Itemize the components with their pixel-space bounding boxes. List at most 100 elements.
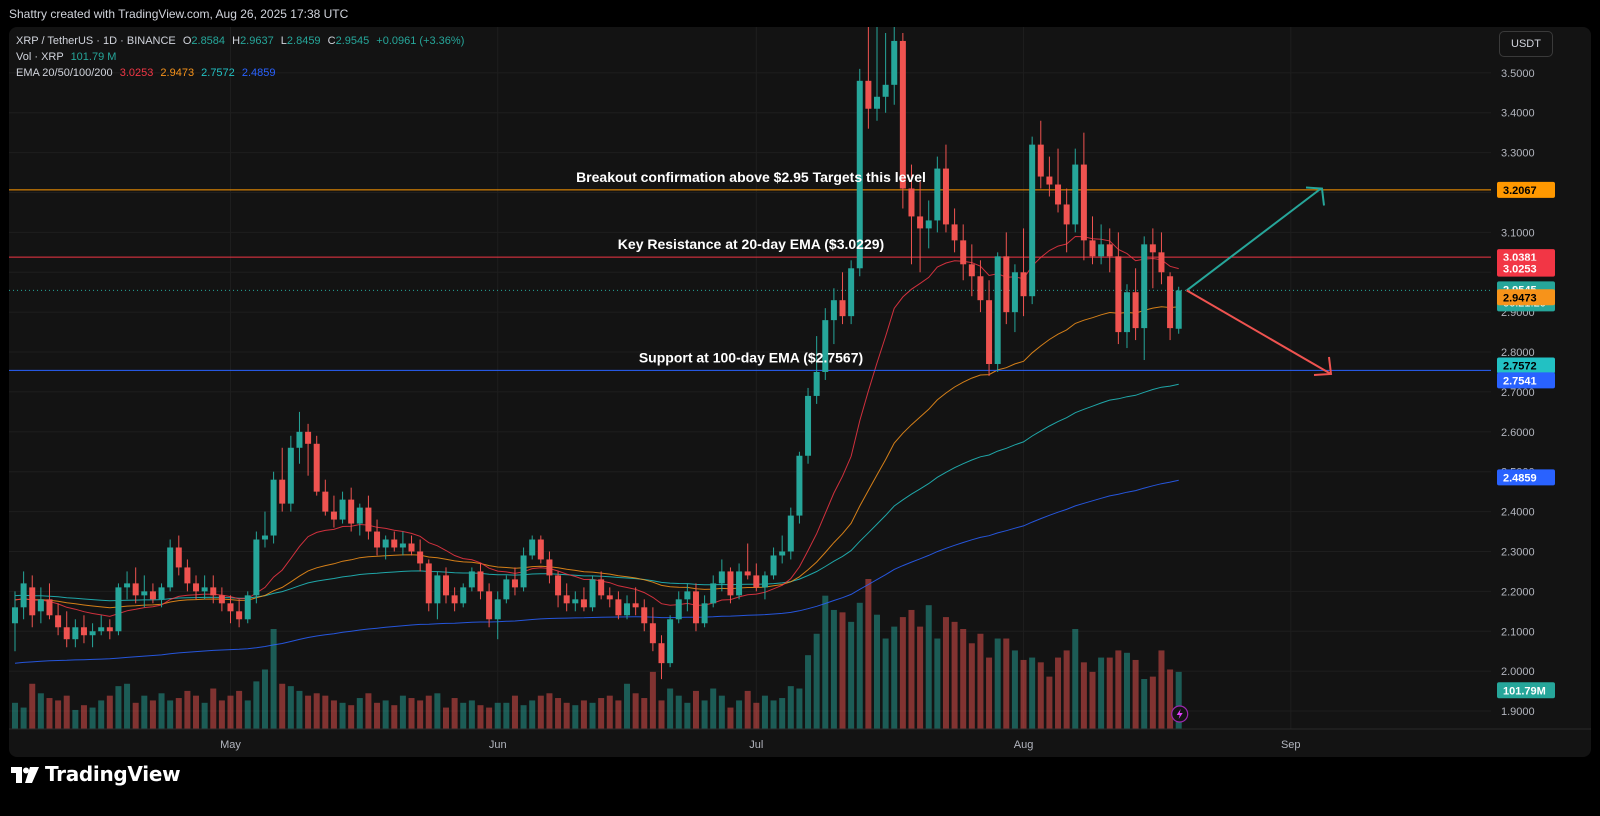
candle-body xyxy=(1003,256,1010,313)
volume-bar xyxy=(830,609,837,729)
volume-bar xyxy=(443,707,449,729)
volume-bar xyxy=(1149,676,1156,729)
candle-body xyxy=(382,539,389,548)
volume-bar xyxy=(305,695,312,729)
volume-bar xyxy=(460,702,467,729)
price-tick: 1.9000 xyxy=(1501,706,1535,718)
candle-body xyxy=(296,431,303,448)
candle-body xyxy=(356,507,363,524)
time-tick: May xyxy=(220,739,241,751)
close-label: C xyxy=(327,35,336,47)
candle-body xyxy=(908,188,915,217)
volume-bar xyxy=(417,700,424,729)
candle-body xyxy=(615,599,622,616)
volume-bar xyxy=(977,633,984,729)
lightning-icon-glyph xyxy=(1176,709,1183,719)
candle-body xyxy=(1046,176,1053,185)
currency-unit-button[interactable]: USDT xyxy=(1499,31,1553,57)
candle-body xyxy=(684,591,691,600)
candle-body xyxy=(736,571,743,596)
ema20-price-badge: 3.0253 xyxy=(1503,264,1537,276)
candles xyxy=(12,27,1182,680)
tradingview-logo[interactable]: TradingView xyxy=(11,762,181,786)
volume-bar xyxy=(1063,650,1070,729)
volume-bar xyxy=(1098,657,1105,729)
candle-body xyxy=(529,539,536,556)
volume-bar xyxy=(287,686,294,729)
volume-bar xyxy=(606,695,613,729)
grid xyxy=(9,27,1491,729)
chart-panel[interactable]: Breakout confirmation above $2.95 Target… xyxy=(9,27,1591,757)
volume-bar xyxy=(615,700,622,729)
candle-body xyxy=(934,168,941,221)
candle-body xyxy=(503,579,510,600)
candle-body xyxy=(917,216,924,229)
volume-bar xyxy=(563,702,570,729)
candle-body xyxy=(477,571,484,592)
candle-body xyxy=(856,80,863,269)
candle-body xyxy=(796,455,803,516)
candle-body xyxy=(1158,252,1165,273)
change-value: +0.0961 (+3.36%) xyxy=(376,35,465,47)
target-price-badge-bg xyxy=(1497,181,1555,198)
volume-bar xyxy=(451,698,458,729)
volume-bar xyxy=(55,700,62,729)
candle-body xyxy=(1089,240,1096,257)
open-value: 2.8584 xyxy=(191,35,226,47)
volume-bar xyxy=(399,695,406,729)
legend-ema-row[interactable]: EMA 20/50/100/200 3.0253 2.9473 2.7572 2… xyxy=(16,65,464,81)
candle-body xyxy=(994,256,1001,365)
candle-body xyxy=(1106,244,1113,257)
volume-bar xyxy=(218,700,225,729)
symbol-label[interactable]: XRP / TetherUS · 1D · BINANCE xyxy=(16,35,176,47)
volume-bar xyxy=(29,683,36,729)
volume-bar xyxy=(822,595,829,729)
candle-body xyxy=(425,563,432,604)
candle-body xyxy=(149,591,156,600)
legend-symbol-row: XRP / TetherUS · 1D · BINANCE O2.8584 H2… xyxy=(16,33,464,49)
candle-body xyxy=(960,240,967,265)
candle-body xyxy=(865,80,872,109)
candle-body xyxy=(520,555,527,588)
volume-bar xyxy=(684,702,691,729)
price-tick: 2.2000 xyxy=(1501,586,1535,598)
volume-bar xyxy=(1175,671,1182,729)
volume-bar xyxy=(339,702,346,729)
candle-body xyxy=(951,224,958,241)
ema20-line xyxy=(14,235,1179,617)
candle-body xyxy=(830,300,837,321)
candle-body xyxy=(968,264,975,277)
volume-bar xyxy=(839,612,846,729)
volume-bar xyxy=(865,579,872,729)
price-tick: 2.6000 xyxy=(1501,427,1535,439)
volume-bar xyxy=(149,700,156,729)
volume-bar xyxy=(391,705,398,729)
volume-bar xyxy=(934,638,941,729)
candle-body xyxy=(986,300,993,365)
volume-bar xyxy=(1020,659,1027,729)
legend-volume-row[interactable]: Vol · XRP 101.79 M xyxy=(16,49,464,65)
candle-body xyxy=(1063,204,1070,225)
volume-bar xyxy=(736,700,743,729)
price-chart[interactable]: Breakout confirmation above $2.95 Target… xyxy=(9,27,1591,757)
candle-body xyxy=(744,571,751,576)
volume-bar xyxy=(874,614,880,729)
volume-bar xyxy=(710,688,717,729)
volume-bar xyxy=(1011,650,1018,729)
candle-body xyxy=(1175,290,1182,329)
volume-bar xyxy=(236,690,243,729)
candle-body xyxy=(12,607,18,624)
candle-body xyxy=(624,603,631,616)
volume-bar xyxy=(20,707,27,729)
volume-bar xyxy=(296,690,303,729)
candle-body xyxy=(882,84,889,97)
candle-body xyxy=(339,499,346,520)
volume-bar xyxy=(124,683,131,729)
candle-body xyxy=(848,268,855,317)
top-header: Shattry created with TradingView.com, Au… xyxy=(0,0,1600,26)
candle-body xyxy=(1072,164,1079,225)
volume-bar xyxy=(486,707,493,729)
candle-body xyxy=(227,603,234,612)
ema100-price-badge: 2.7572 xyxy=(1503,361,1537,373)
volume-bar xyxy=(193,695,200,729)
